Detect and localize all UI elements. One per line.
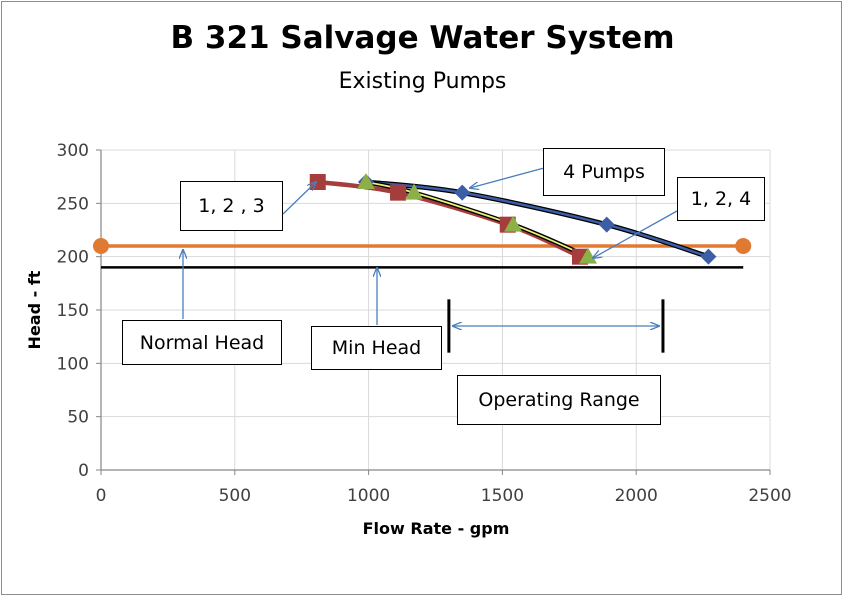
- x-tick-label: 1500: [481, 486, 524, 506]
- data-point-diamond: [598, 216, 615, 233]
- callout-4-pumps-arrow: [470, 167, 545, 188]
- data-point-circle: [735, 238, 752, 254]
- callout-1-2-4-arrow: [593, 210, 678, 258]
- callout-1-2-4: 1, 2, 4: [677, 177, 765, 221]
- x-tick-label: 2000: [615, 486, 658, 506]
- y-tick-label: 0: [78, 461, 89, 481]
- y-tick-label: 150: [57, 301, 89, 321]
- data-point-triangle: [504, 215, 523, 232]
- data-point-square: [390, 184, 407, 201]
- data-point-triangle: [405, 183, 424, 200]
- y-tick-label: 50: [67, 408, 89, 428]
- x-tick-label: 2500: [748, 486, 791, 506]
- pump-curve-4-pumps: [365, 180, 709, 258]
- chart-title: B 321 Salvage Water System: [170, 20, 675, 56]
- data-point-triangle: [356, 173, 375, 189]
- data-point-square: [309, 174, 326, 190]
- pump-curve-1-2-4: [365, 181, 589, 258]
- data-point-diamond: [454, 184, 471, 201]
- data-point-diamond: [700, 248, 717, 265]
- y-tick-label: 200: [57, 248, 89, 268]
- chart-subtitle: Existing Pumps: [338, 69, 507, 94]
- x-axis-label: Flow Rate - gpm: [363, 519, 510, 538]
- callout-operating-range: Operating Range: [457, 375, 661, 425]
- callout-normal-head: Normal Head: [122, 320, 282, 365]
- data-point-triangle: [579, 247, 598, 264]
- data-point-circle: [93, 238, 109, 254]
- callout-1-2-3-arrow: [282, 182, 316, 215]
- y-tick-label: 100: [57, 354, 89, 374]
- callout-1-2-3: 1, 2 , 3: [180, 181, 283, 231]
- x-tick-label: 500: [219, 486, 251, 506]
- callout-4-pumps: 4 Pumps: [543, 148, 665, 196]
- y-axis-label: Head - ft: [25, 270, 44, 349]
- callout-min-head: Min Head: [311, 326, 442, 370]
- y-tick-label: 250: [57, 194, 89, 214]
- y-tick-label: 300: [57, 141, 89, 161]
- x-tick-label: 0: [96, 486, 107, 506]
- pump-curve-1-2-3: [317, 179, 581, 259]
- x-tick-label: 1000: [347, 486, 390, 506]
